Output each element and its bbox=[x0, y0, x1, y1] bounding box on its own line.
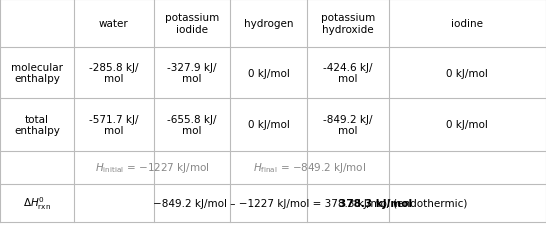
Text: -285.8 kJ/
mol: -285.8 kJ/ mol bbox=[89, 62, 139, 84]
Text: water: water bbox=[99, 19, 129, 29]
Text: 378.3 kJ/mol: 378.3 kJ/mol bbox=[339, 198, 412, 208]
Text: potassium
hydroxide: potassium hydroxide bbox=[321, 13, 375, 35]
Text: potassium
iodide: potassium iodide bbox=[165, 13, 219, 35]
Text: iodine: iodine bbox=[452, 19, 483, 29]
Text: $\Delta H^0_{\mathrm{rxn}}$: $\Delta H^0_{\mathrm{rxn}}$ bbox=[23, 195, 51, 212]
Text: -327.9 kJ/
mol: -327.9 kJ/ mol bbox=[168, 62, 217, 84]
Text: hydrogen: hydrogen bbox=[244, 19, 293, 29]
Text: 0 kJ/mol: 0 kJ/mol bbox=[447, 68, 488, 78]
Text: 0 kJ/mol: 0 kJ/mol bbox=[447, 120, 488, 130]
Text: 0 kJ/mol: 0 kJ/mol bbox=[248, 120, 289, 130]
Text: $H_{\mathrm{final}}$ = −849.2 kJ/mol: $H_{\mathrm{final}}$ = −849.2 kJ/mol bbox=[253, 160, 366, 174]
Text: −849.2 kJ/mol – −1227 kJ/mol = 378.3 kJ/mol (endothermic): −849.2 kJ/mol – −1227 kJ/mol = 378.3 kJ/… bbox=[153, 198, 467, 208]
Text: 0 kJ/mol: 0 kJ/mol bbox=[248, 68, 289, 78]
Text: molecular
enthalpy: molecular enthalpy bbox=[11, 62, 63, 84]
Text: -571.7 kJ/
mol: -571.7 kJ/ mol bbox=[89, 114, 139, 136]
Text: -424.6 kJ/
mol: -424.6 kJ/ mol bbox=[323, 62, 372, 84]
Text: -655.8 kJ/
mol: -655.8 kJ/ mol bbox=[168, 114, 217, 136]
Text: total
enthalpy: total enthalpy bbox=[14, 114, 60, 136]
Text: -849.2 kJ/
mol: -849.2 kJ/ mol bbox=[323, 114, 372, 136]
Text: $H_{\mathrm{initial}}$ = −1227 kJ/mol: $H_{\mathrm{initial}}$ = −1227 kJ/mol bbox=[94, 160, 210, 174]
